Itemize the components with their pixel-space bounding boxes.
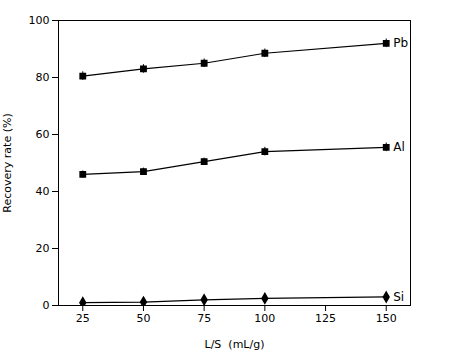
- svg-text:150: 150: [376, 312, 397, 325]
- svg-text:80: 80: [36, 71, 50, 84]
- svg-text:0: 0: [43, 299, 50, 312]
- svg-text:25: 25: [76, 312, 90, 325]
- svg-text:60: 60: [36, 128, 50, 141]
- svg-text:Recovery rate (%): Recovery rate (%): [1, 113, 14, 212]
- svg-text:20: 20: [36, 242, 50, 255]
- svg-text:125: 125: [315, 312, 336, 325]
- svg-text:Pb: Pb: [393, 36, 408, 50]
- svg-text:100: 100: [254, 312, 275, 325]
- svg-text:Al: Al: [393, 140, 405, 154]
- svg-text:50: 50: [136, 312, 150, 325]
- svg-text:100: 100: [29, 14, 50, 27]
- svg-text:L/S (mL/g): L/S (mL/g): [205, 338, 265, 350]
- svg-text:Si: Si: [393, 290, 404, 304]
- svg-text:40: 40: [36, 185, 50, 198]
- svg-text:75: 75: [197, 312, 211, 325]
